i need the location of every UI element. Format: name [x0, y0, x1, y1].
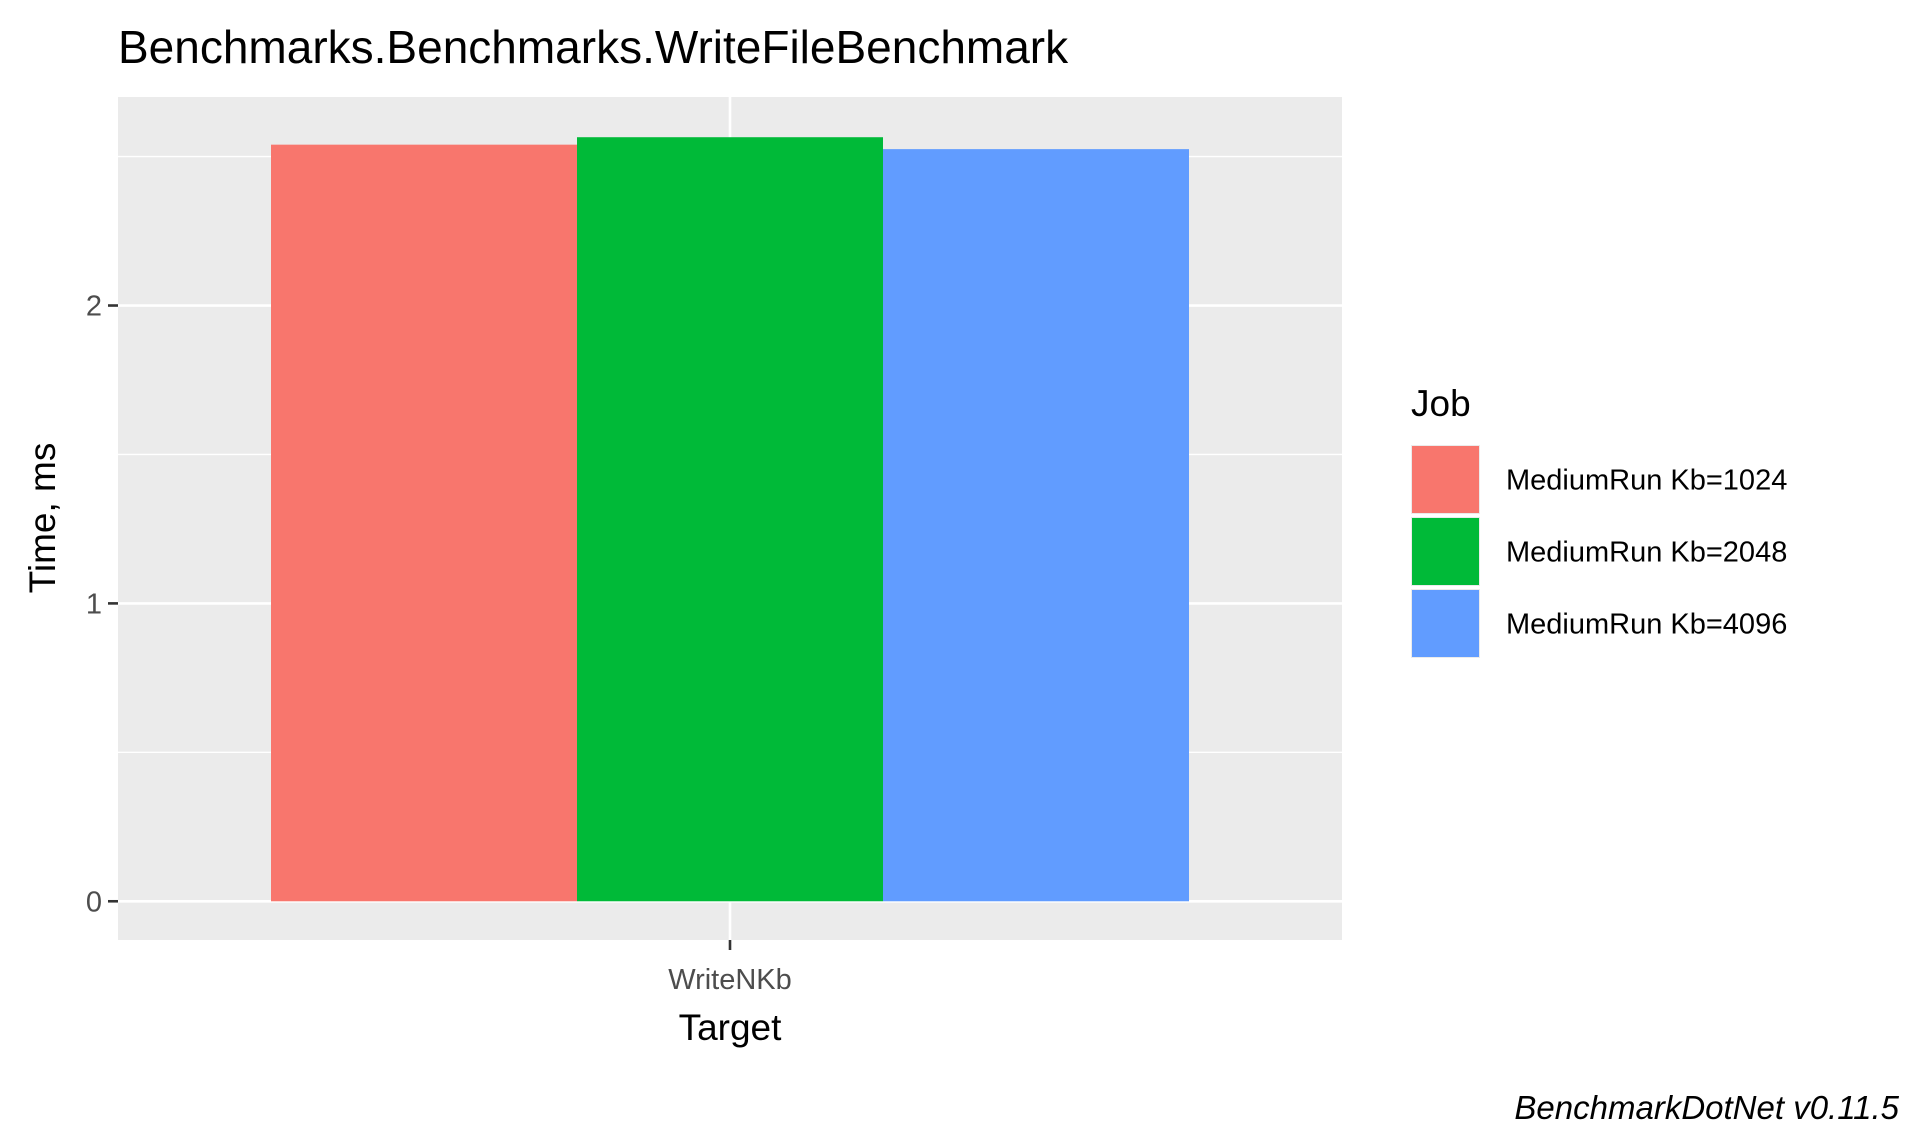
x-axis-title: Target [679, 1007, 783, 1048]
bar [577, 137, 883, 902]
caption: BenchmarkDotNet v0.11.5 [1514, 1089, 1899, 1126]
y-tick-label: 1 [86, 588, 102, 620]
y-tick-label: 0 [86, 886, 102, 918]
bars [271, 137, 1189, 902]
bar [883, 149, 1189, 902]
legend-label: MediumRun Kb=1024 [1506, 465, 1787, 497]
legend-label: MediumRun Kb=4096 [1506, 609, 1787, 641]
legend-key [1412, 590, 1479, 657]
y-axis-title: Time, ms [22, 443, 63, 594]
x-tick-label: WriteNKb [668, 964, 792, 996]
y-tick-label: 2 [86, 291, 102, 323]
legend-key [1412, 446, 1479, 513]
legend-title: Job [1411, 383, 1471, 424]
legend-key [1412, 518, 1479, 585]
chart-title: Benchmarks.Benchmarks.WriteFileBenchmark [118, 21, 1069, 73]
legend-label: MediumRun Kb=2048 [1506, 537, 1787, 569]
legend: Job MediumRun Kb=1024 MediumRun Kb=2048 Me… [1411, 383, 1787, 658]
bar [271, 144, 577, 902]
y-axis: 0 1 2 [86, 291, 118, 918]
x-axis: WriteNKb [668, 940, 792, 996]
